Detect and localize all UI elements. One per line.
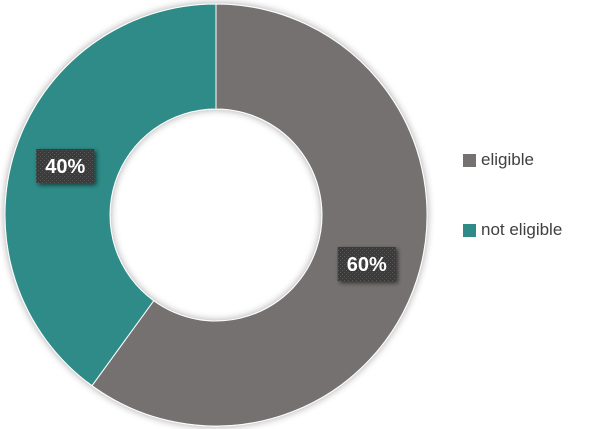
- legend-label-eligible: eligible: [481, 150, 534, 169]
- slices-group: [4, 3, 428, 427]
- data-label-eligible: 60%: [337, 246, 396, 281]
- legend-swatch-not-eligible: [463, 223, 476, 237]
- data-label-box-eligible: [337, 246, 396, 281]
- slice-eligible: [91, 3, 428, 427]
- data-label-text-not-eligible: 40%: [45, 156, 85, 178]
- data-label-not-eligible: 40%: [36, 149, 95, 184]
- legend-swatch-eligible: [463, 153, 476, 167]
- legend-item-eligible: eligible: [463, 148, 592, 172]
- legend: eligible not eligible: [463, 148, 592, 288]
- legend-item-not-eligible: not eligible: [463, 218, 592, 242]
- slice-not-eligible: [4, 3, 217, 387]
- data-labels-group: 60% 40%: [36, 149, 396, 281]
- data-label-box-not-eligible: [36, 149, 95, 184]
- legend-label-not-eligible: not eligible: [481, 220, 563, 239]
- data-label-text-eligible: 60%: [347, 254, 387, 276]
